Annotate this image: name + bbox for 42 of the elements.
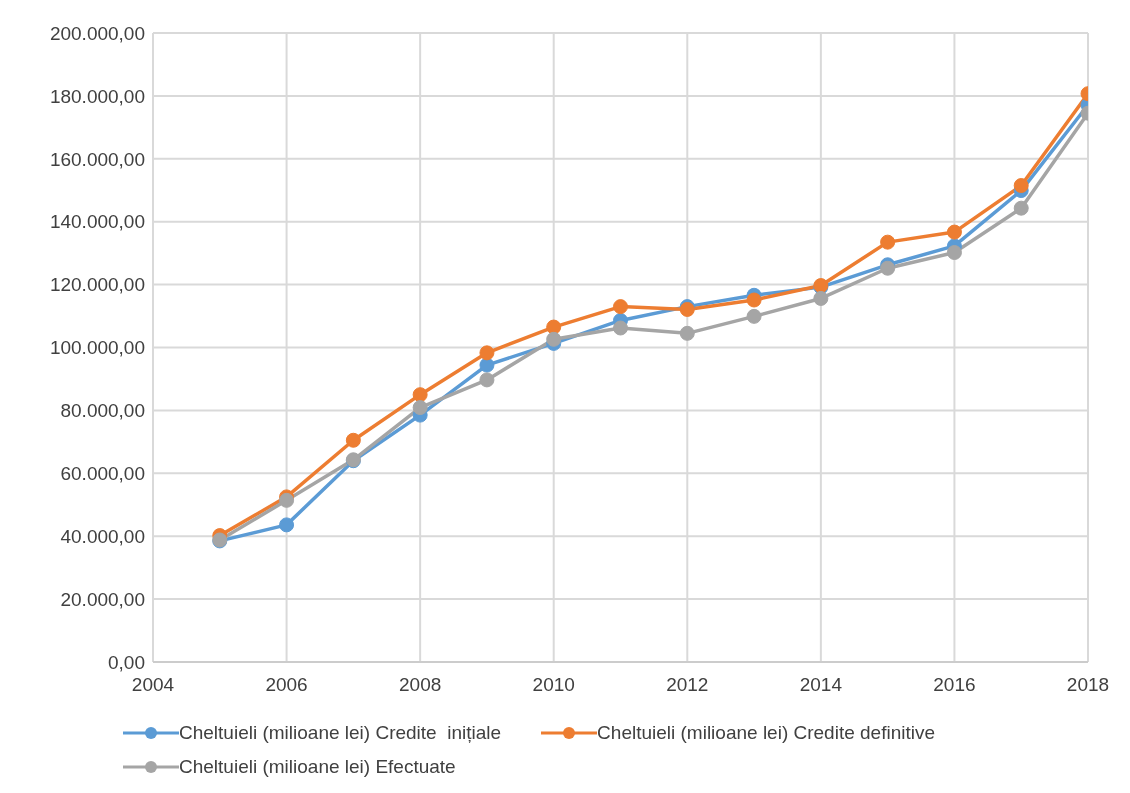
point <box>546 319 562 335</box>
point <box>813 290 829 306</box>
x-tick-label: 2010 <box>532 674 575 696</box>
y-tick-label: 200.000,00 <box>49 22 145 44</box>
point <box>479 357 495 373</box>
y-tick-label: 0,00 <box>108 651 145 673</box>
point <box>746 308 762 324</box>
point <box>412 400 428 416</box>
y-tick-label: 120.000,00 <box>49 274 145 296</box>
point <box>1013 200 1029 216</box>
y-tick-label: 100.000,00 <box>49 337 145 359</box>
x-tick-label: 2018 <box>1066 674 1110 696</box>
point <box>1013 178 1029 194</box>
y-tick-label: 20.000,00 <box>60 588 145 610</box>
y-tick-label: 80.000,00 <box>60 400 145 422</box>
y-tick-label: 180.000,00 <box>49 85 145 107</box>
point <box>679 325 695 341</box>
y-tick-label: 60.000,00 <box>60 463 145 485</box>
legend-label: Cheltuieli (milioane lei) Credite inițiale <box>179 722 502 744</box>
point <box>946 245 962 261</box>
point <box>613 299 628 315</box>
x-tick-label: 2012 <box>666 674 709 696</box>
point <box>345 432 361 448</box>
point <box>279 517 295 533</box>
point <box>880 234 896 250</box>
x-tick-label: 2008 <box>399 674 442 696</box>
y-tick-label: 140.000,00 <box>49 211 145 233</box>
point <box>412 387 428 403</box>
x-tick-label: 2016 <box>933 674 976 696</box>
legend-label: Cheltuieli (milioane lei) Efectuate <box>179 756 456 778</box>
x-tick-label: 2014 <box>799 674 843 696</box>
point <box>613 320 628 336</box>
point <box>546 331 562 347</box>
legend-label: Cheltuieli (milioane lei) Credite definitive <box>597 722 936 744</box>
point <box>746 292 762 308</box>
x-tick-label: 2004 <box>131 674 175 696</box>
x-tick-label: 2006 <box>265 674 308 696</box>
point <box>479 372 495 388</box>
y-tick-label: 160.000,00 <box>49 148 145 170</box>
y-tick-label: 40.000,00 <box>60 525 145 547</box>
point <box>946 224 962 240</box>
point <box>479 345 495 361</box>
